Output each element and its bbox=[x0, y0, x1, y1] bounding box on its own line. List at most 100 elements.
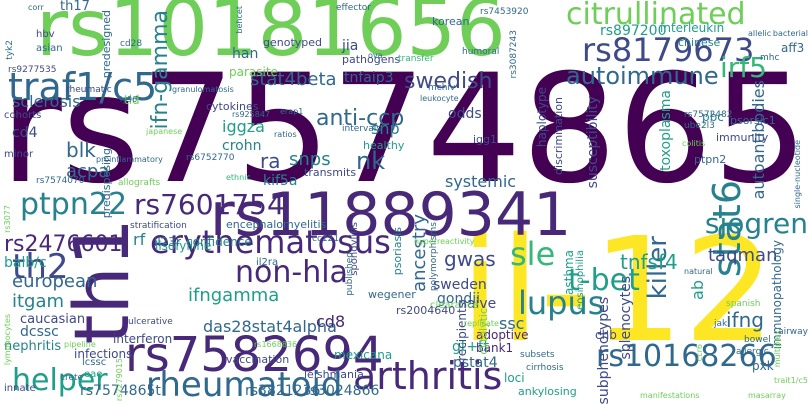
word-european: european bbox=[12, 271, 98, 292]
word-ab: ab bbox=[688, 280, 707, 300]
word-rheumatic: rheumatic bbox=[66, 85, 112, 95]
word-cohorts: cohorts bbox=[4, 110, 42, 121]
word-ancestry: ancestry bbox=[409, 214, 430, 292]
word-sclerosis: sclerosis bbox=[12, 92, 81, 111]
word-cd28: cd28 bbox=[120, 39, 143, 49]
word-systemic: systemic bbox=[445, 172, 517, 191]
word-parasite: parasite bbox=[229, 65, 278, 79]
word-mhc: mhc bbox=[760, 53, 780, 63]
word-arthritis: arthritis bbox=[353, 354, 503, 398]
word-recipients: recipients bbox=[455, 302, 469, 361]
word-leishmania: leishmania bbox=[304, 368, 364, 381]
word-rs7574865: rs7574865 bbox=[0, 43, 808, 217]
word-adoptive: adoptive bbox=[476, 328, 529, 342]
word-replicate: replicate bbox=[464, 319, 499, 328]
word-taqman: taqman bbox=[708, 245, 778, 266]
word-crete: crete bbox=[60, 373, 84, 383]
word-chb: chb bbox=[595, 328, 617, 342]
word-il23r: il23r bbox=[154, 235, 181, 249]
word-swedish: swedish bbox=[404, 69, 493, 94]
word-rs2004640: rs2004640 bbox=[396, 304, 456, 317]
word-caucasian: caucasian bbox=[20, 312, 86, 327]
word-genotyped: genotyped bbox=[263, 36, 323, 49]
word-pstat4: pstat4 bbox=[453, 355, 498, 371]
word-rf: rf bbox=[133, 230, 146, 249]
word-haplotype: haplotype bbox=[535, 87, 549, 148]
word-stat4beta: stat4beta bbox=[250, 69, 337, 90]
word-rs7582694: rs7582694 bbox=[125, 327, 384, 383]
word-gwas: gwas bbox=[444, 247, 496, 271]
word-natural: natural bbox=[684, 267, 713, 276]
word-ova: ova bbox=[368, 51, 383, 60]
word-allografts: allografts bbox=[118, 178, 161, 188]
word-hyperreactivity: hyperreactivity bbox=[414, 237, 475, 246]
word-humoral: humoral bbox=[462, 47, 500, 57]
word-encephalomyelitis: encephalomyelitis bbox=[226, 218, 327, 231]
word-japanese: japanese bbox=[146, 127, 183, 136]
word-bacterial: bacterial bbox=[772, 29, 808, 38]
word-vaccination: vaccination bbox=[226, 353, 290, 366]
word-rs11889341: rs11889341 bbox=[210, 180, 572, 250]
word-non-hla: non-hla bbox=[235, 255, 348, 290]
word-th17: th17 bbox=[60, 0, 90, 14]
word-rs1668836: rs1668836 bbox=[254, 340, 298, 349]
word-discrimination: discrimination bbox=[552, 97, 565, 175]
word-asian: asian bbox=[36, 43, 63, 54]
word-rs3077: rs3077 bbox=[3, 205, 12, 233]
word-ifn-gamma: ifn-gamma bbox=[148, 10, 173, 130]
word-subsets: subsets bbox=[520, 350, 555, 360]
word-chinese: chinese bbox=[678, 36, 721, 49]
word-lisofylline: lisofylline bbox=[155, 239, 212, 253]
word-autoimmune: autoimmune bbox=[566, 62, 719, 90]
word-acpa: acpa bbox=[66, 161, 110, 182]
word-ssc: ssc bbox=[499, 314, 525, 333]
word-ankylosing: ankylosing bbox=[518, 385, 577, 398]
word-traf1-c5: traf1/c5 bbox=[8, 65, 158, 109]
word-rheumatoid: rheumatoid bbox=[146, 365, 343, 404]
word-mexicana: mexicana bbox=[334, 348, 393, 362]
word-sweden: sweden bbox=[433, 277, 487, 293]
word-pathogens: pathogens bbox=[342, 53, 401, 66]
word-ifngamma: ifngamma bbox=[188, 285, 280, 306]
word-single-nucleotide: single-nucleotide bbox=[793, 140, 802, 209]
word-eosinophilia: eosinophilia bbox=[575, 250, 586, 310]
word-intervals: intervals bbox=[342, 124, 382, 134]
word-odds: odds bbox=[448, 106, 482, 122]
word-bank1: bank1 bbox=[476, 341, 514, 355]
word-rs2476601: rs2476601 bbox=[4, 232, 123, 257]
word-irf5: irf5 bbox=[720, 51, 767, 84]
word-manifestations: manifestations bbox=[640, 391, 700, 400]
word-confidence: confidence bbox=[186, 235, 252, 249]
word-eae: eae bbox=[84, 369, 103, 380]
word-snp: snp bbox=[371, 119, 400, 138]
word-clearance: clearance bbox=[430, 300, 479, 311]
word-immunity: immunity bbox=[716, 131, 769, 144]
word-nephritis: nephritis bbox=[4, 339, 62, 354]
word-lupus: lupus bbox=[518, 284, 605, 322]
word-corr: corr bbox=[28, 3, 44, 12]
word-ra: ra bbox=[260, 149, 281, 173]
word-sjogren: sjogren bbox=[704, 207, 808, 240]
word-multiplex: multiplex bbox=[773, 330, 782, 368]
word-jia: jia bbox=[342, 38, 359, 54]
word-erythematosus: erythematosus bbox=[150, 223, 391, 261]
word-rs9277535: rs9277535 bbox=[8, 65, 57, 75]
word-cytokines: cytokines bbox=[206, 100, 259, 113]
word-t-bet: t-bet bbox=[568, 263, 640, 298]
word-il2ra: il2ra bbox=[256, 257, 279, 268]
word-cc121: cc121 bbox=[312, 234, 340, 244]
word-toxoplasma: toxoplasma bbox=[658, 90, 674, 171]
word-ethnic: ethnic bbox=[226, 173, 251, 182]
word-cd8: cd8 bbox=[316, 312, 346, 331]
word-airway: airway bbox=[778, 327, 808, 337]
word-rs10181656: rs10181656 bbox=[36, 0, 506, 74]
word-stratification: stratification bbox=[130, 221, 187, 231]
word-spanish: spanish bbox=[726, 299, 761, 309]
word-colitis: colitis bbox=[682, 139, 706, 148]
word-ube2l3: ube2l3 bbox=[684, 121, 715, 131]
word-rs7601754: rs7601754 bbox=[134, 188, 285, 221]
word-tnfaip3: tnfaip3 bbox=[344, 70, 394, 86]
word-citrullinated: citrullinated bbox=[566, 0, 746, 32]
word-rs2279015: rs2279015 bbox=[115, 358, 124, 402]
